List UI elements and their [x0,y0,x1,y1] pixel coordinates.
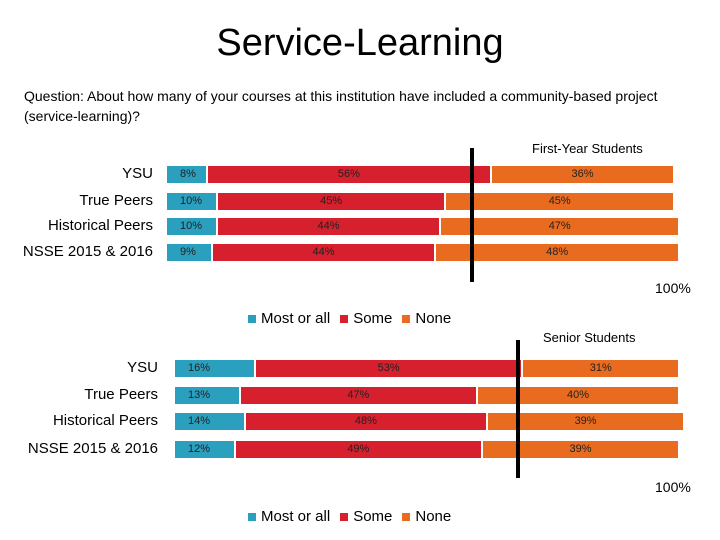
chart-title: Senior Students [543,330,636,345]
data-label: 48% [354,415,377,427]
bar-segment-none [478,387,678,404]
bar-segment-most-or-all [167,244,211,261]
data-label: 10% [180,195,203,207]
bar-segment-most-or-all [167,193,216,210]
data-label: 31% [589,362,612,374]
data-label: 44% [317,220,340,232]
bar-segment-none [441,218,679,235]
data-label: 47% [347,389,370,401]
legend-swatch [340,314,349,323]
legend-swatch [402,512,411,521]
legend-item-some: Some [340,310,392,327]
bar-segment-most-or-all [175,441,234,458]
category-label: True Peers [84,386,158,403]
bar-segment-most-or-all [175,360,254,377]
bar-segment-some [217,218,440,235]
legend-item-most-or-all: Most or all [248,508,330,525]
bar-segment-some [212,244,435,261]
axis-end-label: 100% [655,479,691,495]
data-label: 36% [571,168,594,180]
category-label: YSU [127,359,158,376]
legend-swatch [340,512,349,521]
data-label: 44% [312,246,335,258]
reference-line [469,148,474,282]
legend-label: Some [353,508,393,525]
legend-label: Some [353,310,393,327]
axis-end-label: 100% [655,280,691,296]
legend: Most or all Some None [248,508,461,525]
legend-label: Most or all [261,508,331,525]
data-label: 45% [548,195,571,207]
data-label: 39% [569,443,592,455]
data-label: 14% [188,415,211,427]
bar-segment-none [436,244,679,261]
data-label: 45% [320,195,343,207]
category-label: Historical Peers [52,412,158,429]
bar-segment-some [255,360,522,377]
data-label: 48% [546,246,569,258]
legend-label: Most or all [261,310,331,327]
bar-segment-some [240,387,476,404]
reference-line [516,340,521,478]
category-label: NSSE 2015 & 2016 [22,243,153,260]
data-label: 12% [188,443,211,455]
legend-item-none: None [402,310,451,327]
legend-swatch [248,314,256,323]
data-label: 47% [548,220,571,232]
legend-item-most-or-all: Most or all [248,310,330,327]
bar-segment-most-or-all [167,166,206,183]
data-label: 53% [377,362,400,374]
bar-segment-some [235,441,482,458]
bar-segment-most-or-all [167,218,216,235]
bar-segment-none [523,360,678,377]
data-label: 9% [180,246,196,258]
page-title: Service-Learning [216,22,504,64]
legend-swatch [402,314,411,323]
legend: Most or all Some None [248,310,461,327]
chart-title: First-Year Students [532,141,643,156]
data-label: 40% [567,389,590,401]
bar-segment-some [207,166,491,183]
category-label: YSU [122,165,153,182]
data-label: 8% [180,168,196,180]
bar-segment-none [446,193,673,210]
bar-segment-none [483,441,678,458]
legend-label: None [415,508,452,525]
data-label: 49% [347,443,370,455]
bar-segment-most-or-all [175,413,244,430]
legend-label: None [415,310,452,327]
bar-segment-none [492,166,673,183]
bar-segment-some [245,413,487,430]
bar-segment-most-or-all [175,387,239,404]
data-label: 16% [188,362,211,374]
data-label: 13% [188,389,211,401]
legend-item-some: Some [340,508,392,525]
category-label: NSSE 2015 & 2016 [27,440,158,457]
bar-segment-some [217,193,445,210]
bar-segment-none [488,413,684,430]
category-label: Historical Peers [47,217,153,234]
legend-item-none: None [402,508,451,525]
data-label: 10% [180,220,203,232]
data-label: 39% [574,415,597,427]
data-label: 56% [337,168,360,180]
survey-question: Question: About how many of your courses… [24,88,658,124]
category-label: True Peers [79,192,153,209]
legend-swatch [248,512,256,521]
